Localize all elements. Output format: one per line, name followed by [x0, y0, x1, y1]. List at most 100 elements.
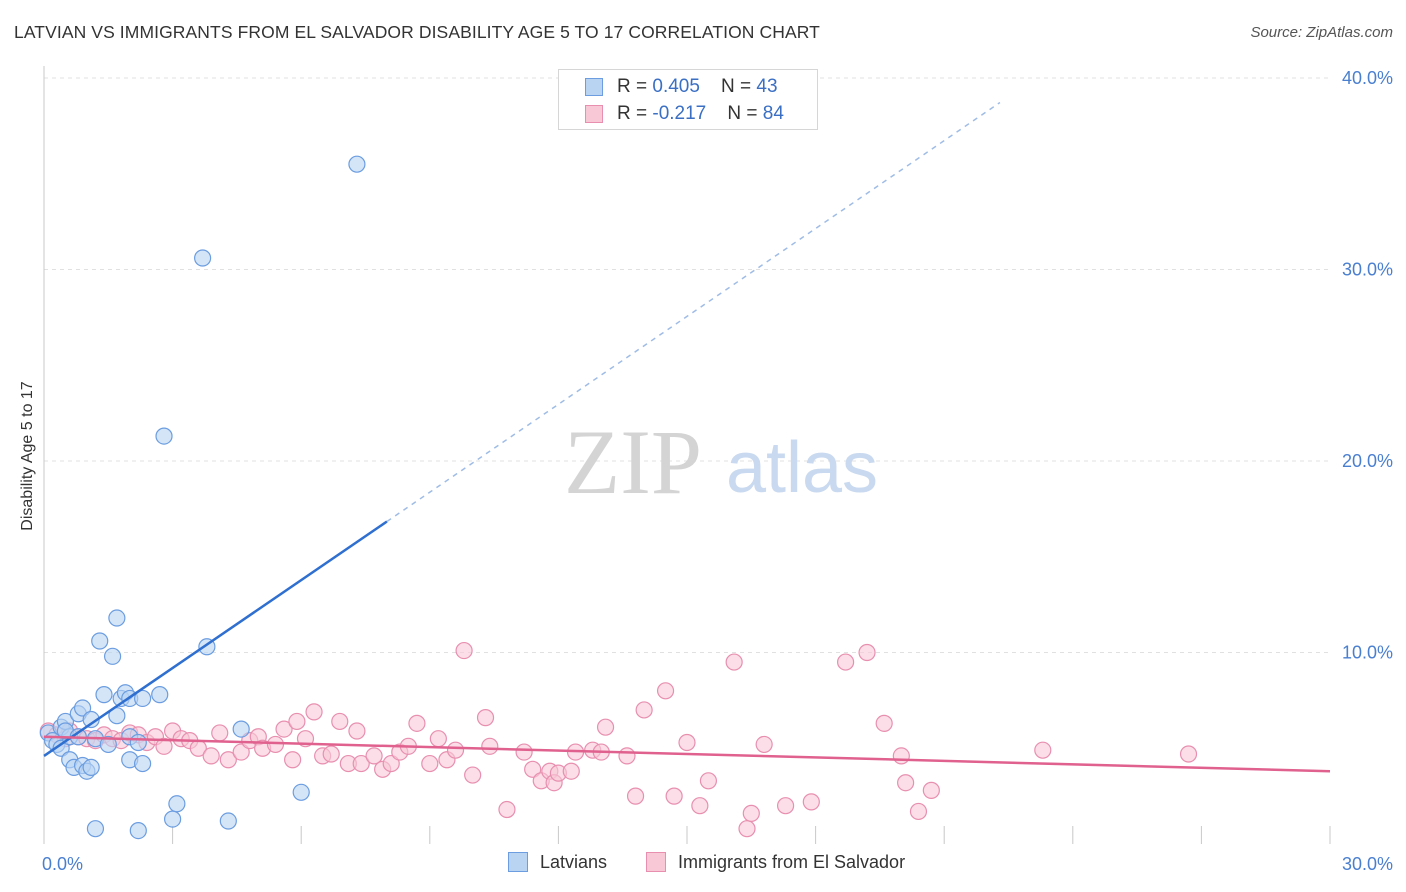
legend-r-label: R =: [617, 103, 653, 124]
point-immigrants: [464, 766, 482, 784]
point-latvians: [108, 707, 126, 725]
tick-labels: 10.0% 20.0% 30.0% 40.0% 0.0% 30.0%: [42, 68, 1393, 874]
trendline-latvians: [43, 520, 388, 757]
point-immigrants: [421, 754, 439, 773]
grid-layer: [44, 77, 1330, 653]
point-immigrants: [618, 747, 636, 765]
y-tick-label: 20.0%: [1342, 451, 1393, 471]
point-immigrants: [232, 743, 250, 761]
bottom-legend-swatch-immigrants: [646, 852, 666, 872]
legend-r-label: R =: [617, 76, 653, 97]
point-immigrants: [678, 733, 696, 752]
point-immigrants: [352, 754, 370, 773]
trendline-immigrants: [43, 735, 1331, 773]
point-immigrants: [365, 747, 383, 765]
point-immigrants: [596, 718, 615, 736]
point-immigrants: [562, 762, 580, 780]
point-immigrants: [202, 747, 220, 765]
trend-layer: [43, 101, 1331, 773]
axis-layer: [43, 66, 1331, 844]
point-immigrants: [305, 703, 323, 721]
point-immigrants: [211, 724, 229, 742]
point-immigrants: [446, 741, 465, 759]
y-axis-label: Disability Age 5 to 17: [19, 381, 36, 531]
point-latvians: [151, 686, 169, 704]
y-tick-label: 40.0%: [1342, 68, 1393, 88]
legend-n-value: 43: [756, 76, 778, 97]
trendline-latvians-extension: [386, 101, 1001, 523]
point-immigrants: [656, 682, 675, 700]
point-immigrants: [875, 714, 893, 732]
point-latvians: [91, 632, 109, 650]
correlation-legend: R = 0.405 N = 43 R = -0.217 N = 84: [558, 69, 818, 130]
source-label: Source: ZipAtlas.com: [1250, 24, 1393, 41]
point-immigrants: [1034, 741, 1052, 759]
legend-n-label: N =: [721, 76, 757, 97]
y-tick-label: 10.0%: [1342, 643, 1393, 663]
point-immigrants: [742, 804, 760, 822]
point-immigrants: [455, 641, 473, 660]
point-immigrants: [897, 774, 915, 792]
point-immigrants: [802, 793, 820, 811]
point-immigrants: [331, 712, 349, 731]
point-immigrants: [776, 797, 795, 815]
legend-n-label: N =: [727, 103, 763, 124]
chart-title: LATVIAN VS IMMIGRANTS FROM EL SALVADOR D…: [14, 22, 820, 42]
point-latvians: [219, 812, 237, 830]
bottom-legend-label-latvians: Latvians: [540, 852, 608, 872]
point-latvians: [194, 249, 212, 267]
point-immigrants: [382, 754, 400, 773]
point-immigrants: [408, 714, 426, 732]
point-latvians: [82, 758, 100, 777]
bottom-legend-label-immigrants: Immigrants from El Salvador: [678, 852, 906, 872]
point-immigrants: [858, 643, 876, 662]
series-latvians-points: [39, 155, 366, 840]
point-immigrants: [515, 743, 533, 761]
watermark-zip: ZIP: [564, 411, 702, 513]
legend-swatch-immigrants: [585, 105, 603, 123]
legend-r-value: -0.217: [652, 103, 707, 124]
point-immigrants: [922, 781, 940, 799]
x-tick-label: 30.0%: [1342, 854, 1393, 874]
point-latvians: [232, 720, 250, 738]
y-tick-label: 30.0%: [1342, 260, 1393, 280]
point-latvians: [292, 783, 310, 801]
point-immigrants: [524, 760, 542, 778]
point-immigrants: [275, 720, 293, 738]
point-immigrants: [725, 653, 743, 671]
point-latvians: [168, 795, 186, 813]
bottom-legend-swatch-latvians: [508, 852, 528, 872]
point-immigrants: [665, 787, 683, 805]
point-immigrants: [476, 709, 495, 727]
point-immigrants: [155, 737, 173, 755]
point-immigrants: [699, 772, 718, 790]
point-immigrants: [481, 737, 499, 755]
point-immigrants: [219, 751, 237, 769]
legend-swatch-latvians: [585, 78, 603, 96]
legend-r-value: 0.405: [652, 76, 700, 97]
point-latvians: [348, 155, 366, 173]
point-latvians: [129, 733, 147, 752]
watermark-atlas: atlas: [726, 428, 878, 508]
point-immigrants: [322, 745, 340, 763]
point-immigrants: [909, 802, 928, 821]
point-immigrants: [429, 730, 447, 748]
series-immigrants-points: [39, 641, 1198, 838]
point-immigrants: [635, 701, 653, 719]
point-immigrants: [348, 722, 366, 740]
point-immigrants: [266, 735, 285, 754]
x-tick-label: 0.0%: [42, 854, 83, 874]
point-latvians: [108, 609, 126, 627]
point-immigrants: [1179, 745, 1198, 763]
point-immigrants: [738, 820, 756, 838]
point-latvians: [133, 754, 152, 773]
point-immigrants: [626, 787, 645, 805]
point-immigrants: [892, 747, 910, 765]
point-latvians: [99, 735, 117, 754]
point-latvians: [103, 647, 122, 665]
point-latvians: [133, 689, 152, 708]
point-latvians: [73, 699, 92, 717]
point-latvians: [164, 810, 182, 828]
point-immigrants: [284, 751, 302, 769]
